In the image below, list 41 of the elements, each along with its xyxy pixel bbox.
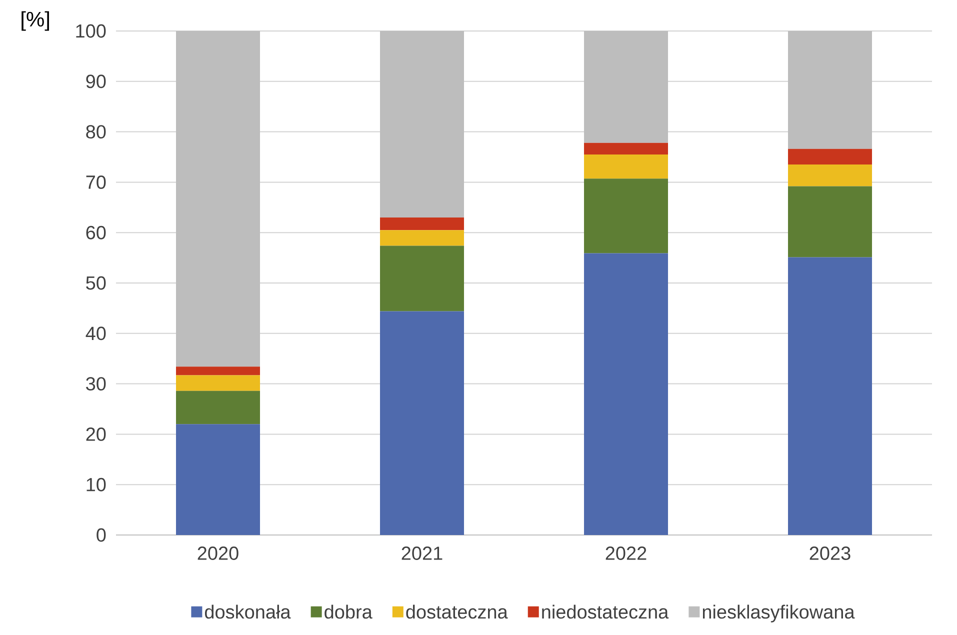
bar [176,390,260,424]
bar [380,217,464,230]
y-tick-label: 50 [86,276,106,290]
bar [788,186,872,258]
y-tick-label: 70 [86,175,106,189]
bar [584,154,668,179]
bar [380,246,464,312]
y-tick-label: 100 [76,24,106,38]
bar [380,311,464,535]
bar [584,142,668,154]
x-tick-label: 2022 [606,546,646,560]
y-tick-label: 90 [86,74,106,88]
bar [584,253,668,535]
bar [788,30,872,149]
y-tick-label: 10 [86,478,106,492]
bar [176,366,260,376]
y-tick-label: 40 [86,326,106,340]
bar [176,30,260,367]
legend-label: dobra [324,604,372,619]
x-tick-label: 2021 [402,546,442,560]
bar [788,164,872,186]
bar [176,375,260,391]
bar [788,257,872,535]
y-tick-label: 60 [86,226,106,240]
legend-label: niesklasyfikowana [702,604,855,622]
bar [380,230,464,246]
y-tick-label: 30 [86,377,106,391]
legend-label: niedostateczna [542,604,669,619]
x-tick-label: 2020 [198,546,238,560]
bar [788,148,872,165]
y-tick-label: 80 [86,125,106,139]
bar [380,30,464,218]
bar [584,30,668,143]
legend-label: doskonała [204,604,291,619]
bar [584,178,668,254]
bar [176,424,260,535]
y-axis-title: [%] [22,11,49,31]
legend-label: dostateczna [406,604,508,619]
x-tick-label: 2023 [810,546,850,560]
y-tick-label: 0 [96,528,106,542]
y-tick-label: 20 [86,427,106,441]
